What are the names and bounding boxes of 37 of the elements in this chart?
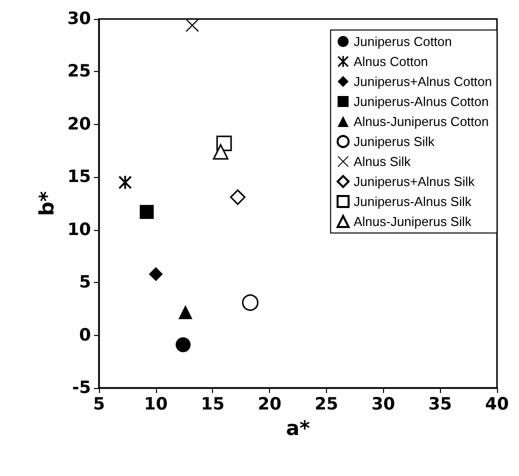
point xyxy=(176,337,191,352)
x-tick-label: 15 xyxy=(200,394,225,414)
y-tick-label: 25 xyxy=(67,62,91,82)
y-tick-label: 5 xyxy=(79,272,91,293)
legend-label: Alnus-Juniperus Silk xyxy=(354,214,472,229)
point xyxy=(242,294,258,311)
legend-label: Juniperus+Alnus Cotton xyxy=(354,74,492,89)
y-tick-label: -5 xyxy=(72,378,91,398)
y-axis-title: b* xyxy=(34,190,58,216)
point xyxy=(212,144,228,160)
y-tick-label: 30 xyxy=(67,9,92,29)
point xyxy=(140,204,154,219)
x-tick-label: 35 xyxy=(428,394,452,414)
x-axis-title: a* xyxy=(286,416,311,440)
y-tick-label: 20 xyxy=(67,114,92,134)
legend-label: Alnus Cotton xyxy=(354,54,428,69)
legend-label: Juniperus Silk xyxy=(354,134,436,149)
legend-label: Juniperus-Alnus Cotton xyxy=(354,94,489,109)
y-tick-label: 15 xyxy=(67,167,91,188)
point xyxy=(186,18,199,32)
x-tick-label: 10 xyxy=(144,394,168,414)
y-tick-label: 10 xyxy=(67,220,92,240)
point xyxy=(230,189,246,205)
y-tick-label: 0 xyxy=(79,325,92,346)
x-tick-label: 5 xyxy=(93,394,105,414)
legend-label: Juniperus-Alnus Silk xyxy=(354,194,472,209)
legend-label: Alnus-Juniperus Cotton xyxy=(354,114,489,129)
point xyxy=(148,267,163,282)
x-tick-label: 30 xyxy=(371,394,396,414)
x-tick-label: 40 xyxy=(485,394,509,414)
legend-label: Juniperus Cotton xyxy=(354,34,452,49)
point xyxy=(118,176,132,189)
legend-label: Alnus Silk xyxy=(354,154,412,169)
x-tick-label: 20 xyxy=(258,394,282,414)
legend-label: Juniperus+Alnus Silk xyxy=(354,174,476,189)
point xyxy=(178,305,192,320)
x-tick-label: 25 xyxy=(314,394,338,414)
